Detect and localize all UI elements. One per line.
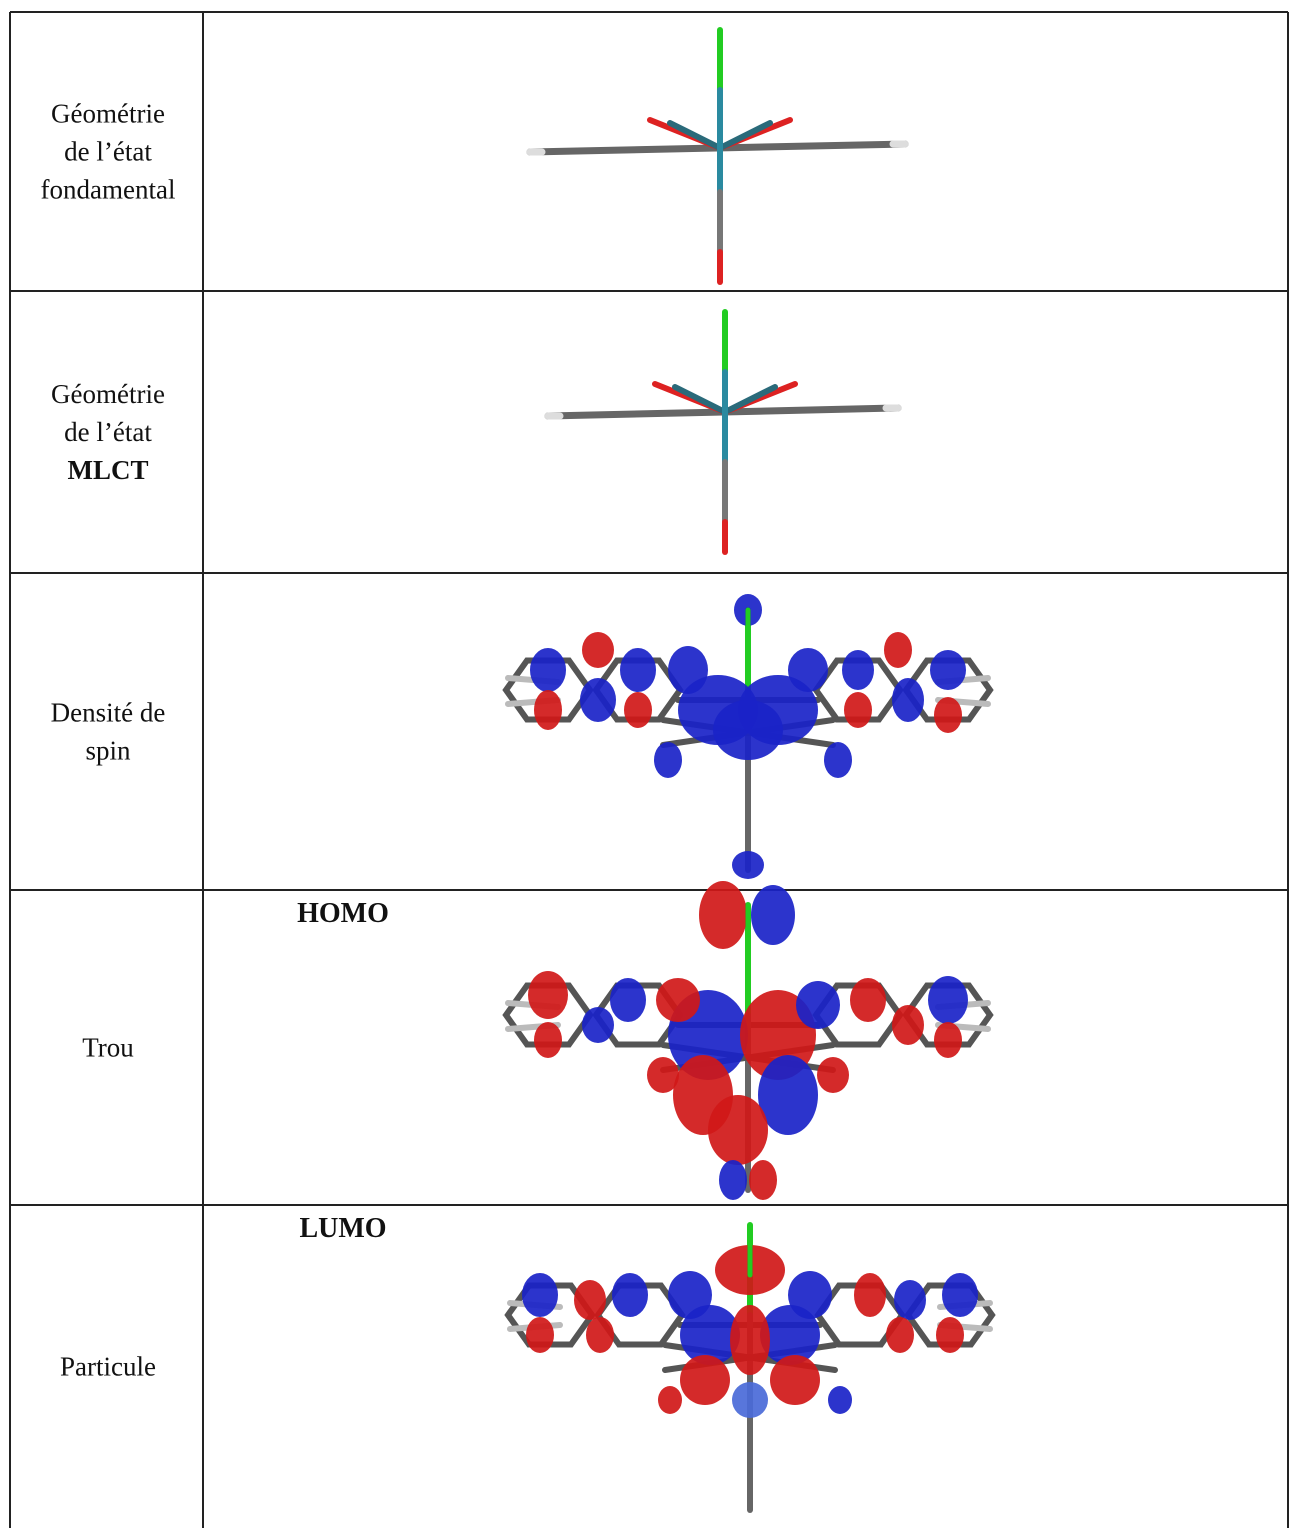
labels: Géométrie de l’état fondamental Géométrie de… (41, 99, 389, 1382)
orbital-lobe (699, 881, 747, 949)
orbital-lobe (934, 1022, 962, 1058)
orbital-lobe (930, 650, 966, 690)
orbital-lobe (680, 1305, 740, 1365)
bond (722, 384, 778, 415)
orbital-lobe (844, 692, 872, 728)
orbital-lobe (788, 648, 828, 692)
orbital-lobe (817, 1057, 849, 1093)
orbital-lobe (530, 648, 566, 692)
orbital-lobe (534, 690, 562, 730)
orbital-lobe (770, 1355, 820, 1405)
orbital-lobe (894, 1280, 926, 1320)
orbital-lobe (656, 978, 700, 1022)
orbital-lobe (936, 1317, 964, 1353)
molecule (504, 1222, 996, 1513)
orbital-lobe (580, 678, 616, 722)
orbital-lobe (522, 1273, 558, 1317)
orbital-lobe (612, 1273, 648, 1317)
orbital-lobe (749, 1160, 777, 1200)
bond (717, 120, 773, 151)
orbital-lobe (647, 1057, 679, 1093)
row-label: Densité de (51, 698, 166, 728)
orbital-lobe (713, 700, 783, 760)
row-label: Géométrie (51, 379, 165, 409)
orbital-lobe (732, 1382, 768, 1418)
row-label: Trou (82, 1033, 134, 1063)
molecule (502, 881, 994, 1200)
table-grid (9, 11, 1289, 1528)
row-label: Particule (60, 1352, 156, 1382)
orbital-lobe (719, 1160, 747, 1200)
row-label: spin (85, 736, 131, 766)
molecule (526, 27, 909, 285)
orbital-lobe (796, 981, 840, 1029)
orbital-lobe (942, 1273, 978, 1317)
orbital-lobe (934, 697, 962, 733)
orbital-lobe (620, 648, 656, 692)
orbital-lobe (534, 1022, 562, 1058)
orbital-lobe (760, 1305, 820, 1365)
orbital-lobe (730, 1305, 770, 1375)
orbital-lobe (732, 851, 764, 879)
orbital-lobe (658, 1386, 682, 1414)
row-label: de l’état (64, 137, 152, 167)
bond (667, 120, 723, 151)
orbital-lobe (582, 1007, 614, 1043)
row-label: de l’état (64, 417, 152, 447)
orbital-lobe (886, 1317, 914, 1353)
molecule (502, 594, 994, 879)
molecule-images (502, 27, 996, 1513)
orbital-lobe (842, 650, 874, 690)
orbital-lobe (828, 1386, 852, 1414)
orbital-lobe (680, 1355, 730, 1405)
row-caption: LUMO (299, 1213, 386, 1244)
row-label: fondamental (41, 175, 176, 205)
molecule (544, 309, 902, 555)
row-caption: HOMO (297, 898, 389, 929)
orbital-lobe (526, 1317, 554, 1353)
orbital-lobe (654, 742, 682, 778)
orbital-lobe (892, 1005, 924, 1045)
orbital-lobe (758, 1055, 818, 1135)
orbital-lobe (624, 692, 652, 728)
orbital-lobe (528, 971, 568, 1019)
orbital-lobe (854, 1273, 886, 1317)
orbital-lobe (850, 978, 886, 1022)
ring (502, 657, 594, 723)
orbital-lobe (574, 1280, 606, 1320)
orbital-lobe (586, 1317, 614, 1353)
orbital-lobe (708, 1095, 768, 1165)
orbital-lobe (582, 632, 614, 668)
bond (672, 384, 728, 415)
row-label: Géométrie (51, 99, 165, 129)
orbital-lobe (751, 885, 795, 945)
row-label: MLCT (68, 455, 149, 485)
orbital-lobe (824, 742, 852, 778)
orbital-lobe (884, 632, 912, 668)
ring (504, 1282, 596, 1348)
orbital-lobe (892, 678, 924, 722)
orbital-lobe (610, 978, 646, 1022)
orbital-lobe (928, 976, 968, 1024)
ring (502, 982, 594, 1048)
